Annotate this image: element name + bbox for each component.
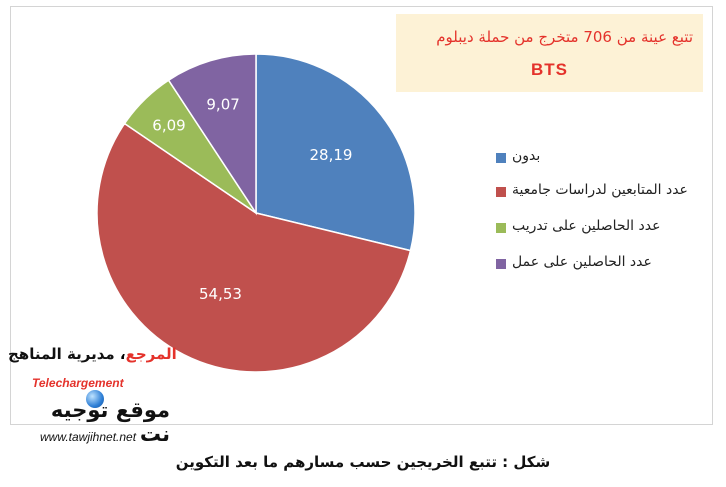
- pie-slice-2: [96, 122, 412, 373]
- pie-data-label-1: 28,19: [310, 146, 353, 164]
- chart-title-box: تتبع عينة من 706 متخرج من حملة ديبلوم BT…: [396, 14, 703, 92]
- legend-label: بدون: [512, 148, 541, 164]
- pie-data-label-3: 6,09: [152, 117, 185, 135]
- legend-swatch: [496, 223, 506, 233]
- pie-data-label-4: 9,07: [206, 95, 239, 113]
- pie-slice-4: [167, 53, 257, 216]
- chart-title: تتبع عينة من 706 متخرج من حملة ديبلوم: [436, 28, 693, 46]
- watermark-site-name: موقع توجيه نت: [50, 398, 170, 446]
- source-value: مديرية المناهج: [8, 345, 115, 363]
- watermark-url: www.tawjihnet.net: [40, 430, 137, 444]
- chart-subtitle: BTS: [531, 60, 568, 79]
- legend-swatch: [496, 153, 506, 163]
- legend-swatch: [496, 259, 506, 269]
- pie-slice-1: [255, 53, 416, 252]
- figure-caption: شكل : تتبع الخريجين حسب مسارهم ما بعد ال…: [175, 453, 551, 471]
- source-label: المرجع، مديرية المناهج: [8, 345, 177, 363]
- source-key: المرجع: [125, 345, 177, 363]
- globe-icon: [86, 390, 104, 408]
- legend-label: عدد الحاصلين على تدريب: [512, 218, 661, 234]
- legend-label: عدد الحاصلين على عمل: [512, 254, 652, 270]
- watermark-logo: Telechargement موقع توجيه نت www.tawjihn…: [30, 376, 170, 446]
- watermark-label: Telechargement: [32, 376, 124, 390]
- pie-data-label-2: 54,53: [199, 285, 242, 303]
- legend-swatch: [496, 187, 506, 197]
- legend-label: عدد المتابعين لدراسات جامعية: [512, 182, 688, 198]
